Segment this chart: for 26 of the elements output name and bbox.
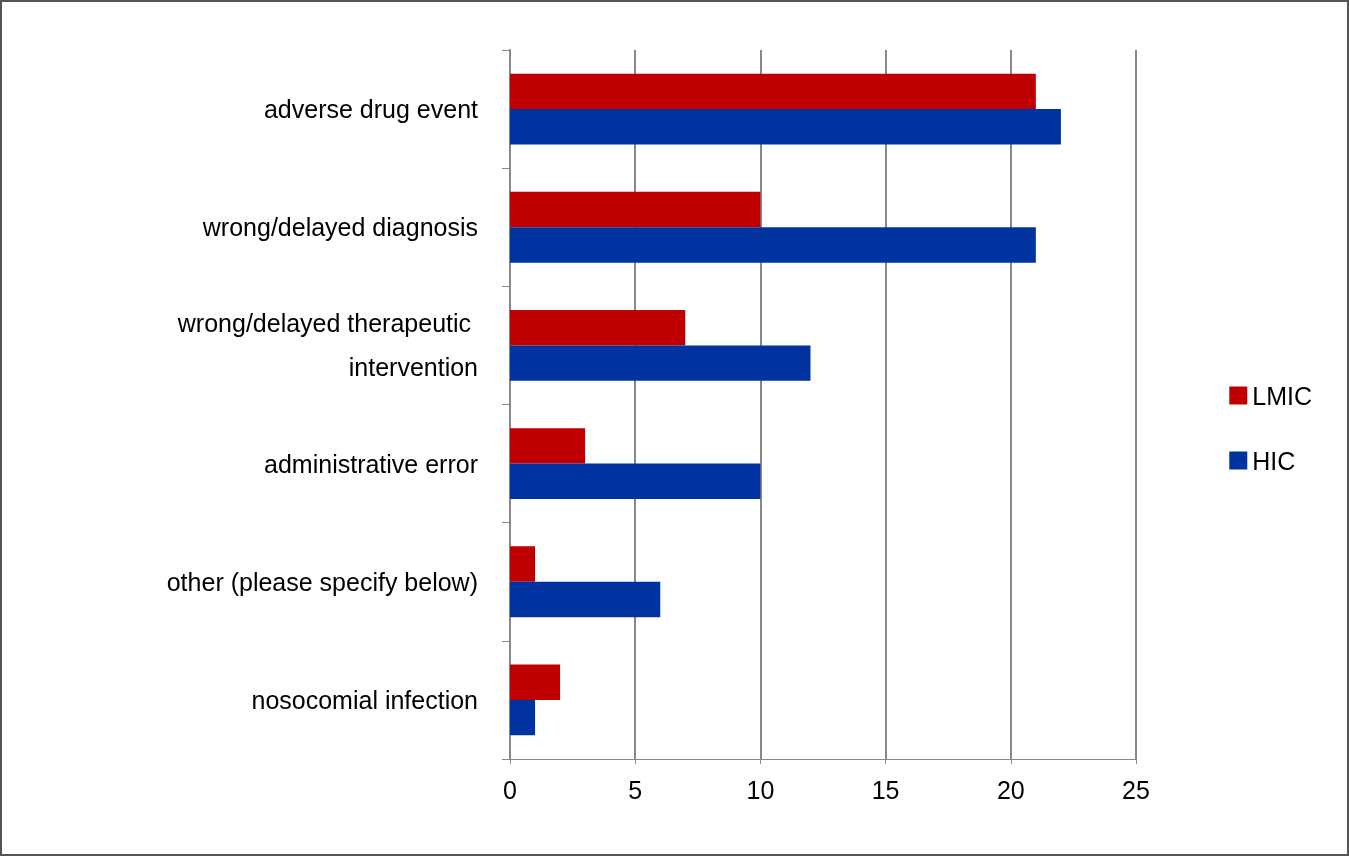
x-tick-label: 10 xyxy=(746,775,775,804)
bar xyxy=(510,546,536,582)
bar xyxy=(510,428,586,464)
x-tick-label: 0 xyxy=(503,775,517,804)
bar xyxy=(510,581,661,618)
bar xyxy=(510,664,561,700)
y-tick-label: wrong/delayed diagnosis xyxy=(201,213,478,242)
x-tick-label: 20 xyxy=(996,775,1025,804)
y-tick-label: administrative error xyxy=(264,449,478,478)
bar xyxy=(510,227,1036,263)
bar xyxy=(510,109,1061,145)
y-tick-label: adverse drug event xyxy=(263,95,479,124)
y-tick-label: nosocomial infection xyxy=(251,685,478,714)
bar xyxy=(510,73,1036,110)
bar xyxy=(510,309,686,346)
legend-label: LMIC xyxy=(1252,381,1313,410)
bar xyxy=(510,191,761,228)
y-tick-label: other (please specify below) xyxy=(166,567,478,596)
y-tick-label: wrong/delayed therapeutic intervention xyxy=(176,309,478,382)
x-tick-label: 5 xyxy=(628,775,643,804)
bar xyxy=(510,345,811,381)
bar xyxy=(510,463,761,500)
x-tick-label: 25 xyxy=(1122,775,1150,804)
legend-label: HIC xyxy=(1252,446,1296,475)
bar xyxy=(510,699,536,736)
x-tick-label: 15 xyxy=(871,775,900,804)
